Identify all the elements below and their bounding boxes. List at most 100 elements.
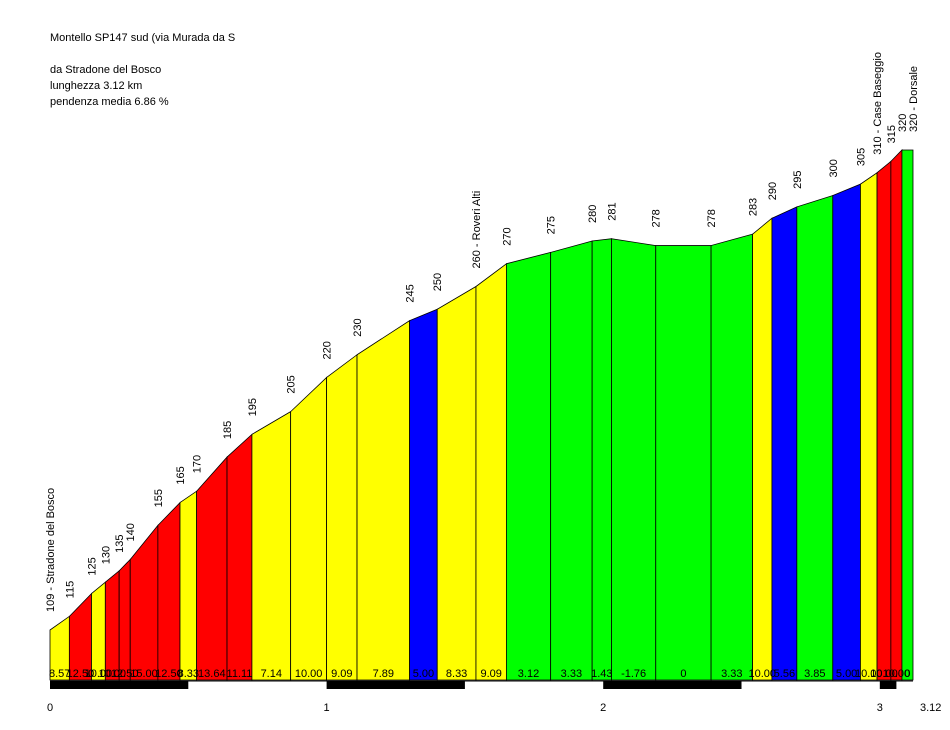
altitude-label: 230	[352, 318, 364, 336]
profile-segment	[611, 238, 657, 681]
altitude-label: 220	[322, 341, 334, 359]
profile-segment	[710, 233, 753, 681]
profile-segment	[876, 160, 892, 681]
altitude-label: 305	[855, 148, 867, 166]
altitude-label: 165	[175, 466, 187, 484]
profile-segment	[752, 217, 773, 681]
altitude-label: 270	[501, 227, 513, 245]
segment-gradient-label: 3.85	[804, 668, 825, 680]
profile-segment	[771, 206, 798, 681]
altitude-label: 315	[886, 125, 898, 143]
segment-gradient-label: 7.89	[373, 668, 394, 680]
segment-gradient-label: 3.12	[518, 668, 539, 680]
profile-segment	[890, 149, 903, 681]
segment-gradient-label: 9.09	[480, 668, 501, 680]
profile-segment	[91, 581, 106, 681]
distance-tick-label: 3	[877, 702, 883, 714]
profile-segment	[104, 570, 120, 681]
profile-segment	[475, 262, 507, 681]
profile-segment	[290, 376, 328, 681]
segment-gradient-label: 10.00	[98, 668, 126, 680]
profile-segment	[796, 194, 834, 681]
profile-segment	[226, 433, 253, 681]
route-avg-gradient: pendenza media 6.86 %	[50, 96, 169, 108]
altitude-label: 320	[897, 114, 909, 132]
profile-segment	[436, 285, 477, 681]
segment-gradient-label: 7.14	[261, 668, 282, 680]
segment-gradient-label: 10.00	[85, 668, 113, 680]
distance-scale-bar	[603, 681, 742, 689]
segment-gradient-label: 8.57	[49, 668, 70, 680]
segment-gradient-label: 12.50	[155, 668, 183, 680]
profile-segment	[118, 558, 131, 681]
altitude-label: 260 - Roveri Alti	[471, 191, 483, 269]
distance-axis: 0 1 2 3 3.12	[47, 680, 941, 714]
altitude-label: 300	[828, 159, 840, 177]
profile-segment	[550, 240, 593, 681]
altitude-label: 115	[64, 581, 76, 599]
altitude-label: 109 - Stradone del Bosco	[45, 488, 57, 612]
route-title: Montello SP147 sud (via Murada da S	[50, 32, 236, 44]
profile-segment	[251, 410, 292, 681]
altitude-label: 278	[706, 209, 718, 227]
altitude-label: 320 - Dorsale	[908, 66, 920, 132]
segment-gradient-label: 11.11	[227, 668, 253, 680]
altitude-label: 280	[587, 205, 599, 223]
altitude-label: 140	[125, 523, 137, 541]
segment-gradient-label: 10.00	[855, 668, 883, 680]
profile-segment	[356, 319, 410, 681]
route-length: lunghezza 3.12 km	[50, 80, 143, 92]
altitude-label: 281	[607, 202, 619, 220]
segment-gradient-label: 3.33	[561, 668, 582, 680]
distance-tick-label: 0	[47, 702, 53, 714]
segment-gradient-label: 3.33	[721, 668, 742, 680]
profile-segment	[860, 171, 878, 681]
segment-gradient-label: 0	[680, 668, 686, 680]
distance-tick-label: 3.12	[920, 702, 941, 714]
segment-gradient-label: 5.00	[836, 668, 857, 680]
altitude-label: 155	[153, 489, 165, 507]
segment-gradient-label: 8.33	[446, 668, 467, 680]
profile-segments	[49, 149, 914, 681]
altitude-label: 205	[286, 375, 298, 393]
segment-gradient-label: -1.76	[621, 668, 646, 680]
altitude-label: 170	[192, 455, 204, 473]
segment-gradient-label: 5.56	[774, 668, 795, 680]
segment-gradient-label: 10.00	[748, 668, 776, 680]
profile-segment	[591, 238, 612, 681]
profile-segment	[196, 456, 228, 681]
distance-tick-label: 2	[600, 702, 606, 714]
profile-segment	[129, 524, 159, 681]
altitude-label: 195	[247, 398, 259, 416]
altitude-label: 125	[86, 557, 98, 575]
altitude-label: 290	[767, 182, 779, 200]
segment-gradient-label: 0	[904, 668, 910, 680]
segment-gradient-label: 5.00	[413, 668, 434, 680]
altitude-label: 275	[546, 216, 558, 234]
altitude-label: 295	[792, 171, 804, 189]
altitude-label: 135	[114, 534, 126, 552]
profile-segment	[179, 490, 197, 681]
profile-segment	[901, 149, 914, 681]
route-info: Montello SP147 sud (via Murada da S da S…	[50, 30, 235, 110]
altitude-label: 310 - Case Baseggio	[872, 52, 884, 155]
profile-segment	[326, 353, 358, 681]
altitude-label: 278	[651, 209, 663, 227]
altitude-label: 130	[100, 546, 112, 564]
segment-gradient-label: 10.00	[870, 668, 898, 680]
distance-scale-bar	[879, 681, 897, 689]
altitude-label: 185	[222, 421, 234, 439]
segment-gradient-label: 10.00	[295, 668, 323, 680]
distance-tick-label: 1	[324, 702, 330, 714]
profile-segment	[832, 183, 861, 681]
segment-gradient-label: 12.50	[67, 668, 95, 680]
segment-gradient-label: 10.00	[883, 668, 911, 680]
altitude-label: 250	[432, 273, 444, 291]
distance-scale-bar	[50, 681, 189, 689]
route-start: da Stradone del Bosco	[50, 64, 162, 76]
segment-gradient-label: 15.00	[130, 668, 158, 680]
profile-segment	[655, 245, 712, 681]
